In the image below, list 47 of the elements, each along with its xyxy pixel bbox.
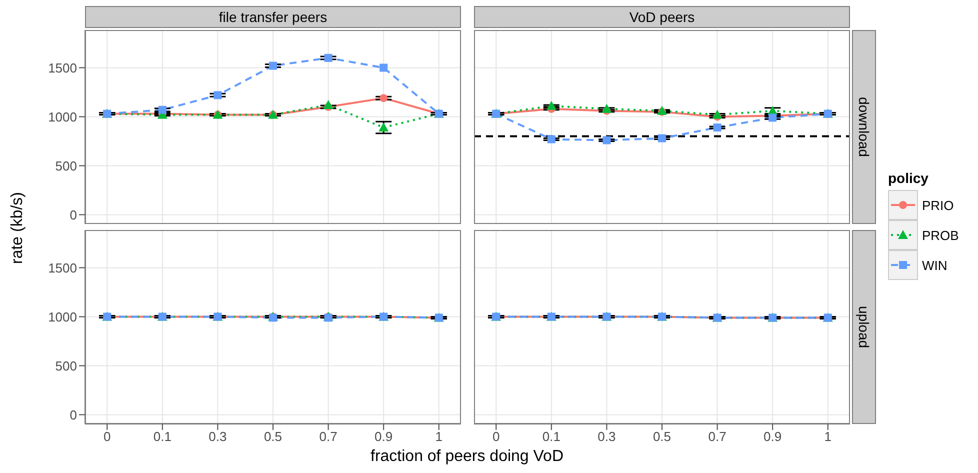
y-tick-label: 500 (55, 358, 77, 374)
x-tick-label: 0.1 (542, 429, 560, 444)
point (602, 104, 612, 113)
x-axis-title: fraction of peers doing VoD (370, 448, 564, 466)
point (323, 100, 334, 109)
y-tick-label: 500 (55, 158, 77, 174)
point (214, 91, 222, 100)
y-axis-title: rate (kb/s) (9, 192, 27, 264)
x-tick-label: 1 (435, 429, 442, 444)
x-tick-label: 0 (104, 429, 111, 444)
point (713, 123, 722, 132)
x-tick-label: 0.5 (652, 429, 672, 444)
y-tick-label: 1000 (48, 109, 77, 124)
point (602, 136, 611, 144)
legend-label: PRIO (922, 198, 954, 212)
x-tick-label: 0.5 (264, 429, 282, 444)
y-tick-label: 0 (70, 407, 77, 422)
y-tick-label: 1500 (48, 60, 77, 76)
x-tick-label: 0.7 (708, 429, 726, 444)
x-tick-label: 0.3 (598, 429, 616, 444)
legend-title: policy (888, 170, 930, 186)
point (380, 94, 388, 102)
x-tick-label: 1 (824, 429, 832, 444)
x-tick-label: 0.7 (319, 429, 338, 444)
point (378, 122, 389, 132)
x-tick-label: 0.3 (208, 429, 227, 444)
y-tick-label: 1000 (48, 309, 77, 324)
point (269, 62, 277, 70)
chart-title: file transfer peers (85, 6, 461, 28)
y-tick-label: 1500 (48, 260, 77, 276)
point (712, 110, 722, 119)
point (547, 135, 556, 144)
x-tick-label: 0 (492, 429, 500, 444)
x-tick-label: 0.9 (374, 429, 393, 444)
chart-title: VoD peers (474, 6, 850, 28)
point (380, 64, 388, 72)
x-tick-label: 0.1 (153, 429, 172, 444)
point (658, 134, 666, 142)
text: upload (856, 306, 872, 348)
legend-label: WIN (922, 258, 948, 272)
point (158, 106, 166, 114)
point (546, 100, 556, 110)
text: download (856, 97, 872, 157)
legend-label: PROB (922, 228, 959, 242)
x-tick-label: 0.9 (764, 429, 782, 444)
point (324, 54, 332, 62)
y-tick-label: 0 (70, 207, 77, 222)
